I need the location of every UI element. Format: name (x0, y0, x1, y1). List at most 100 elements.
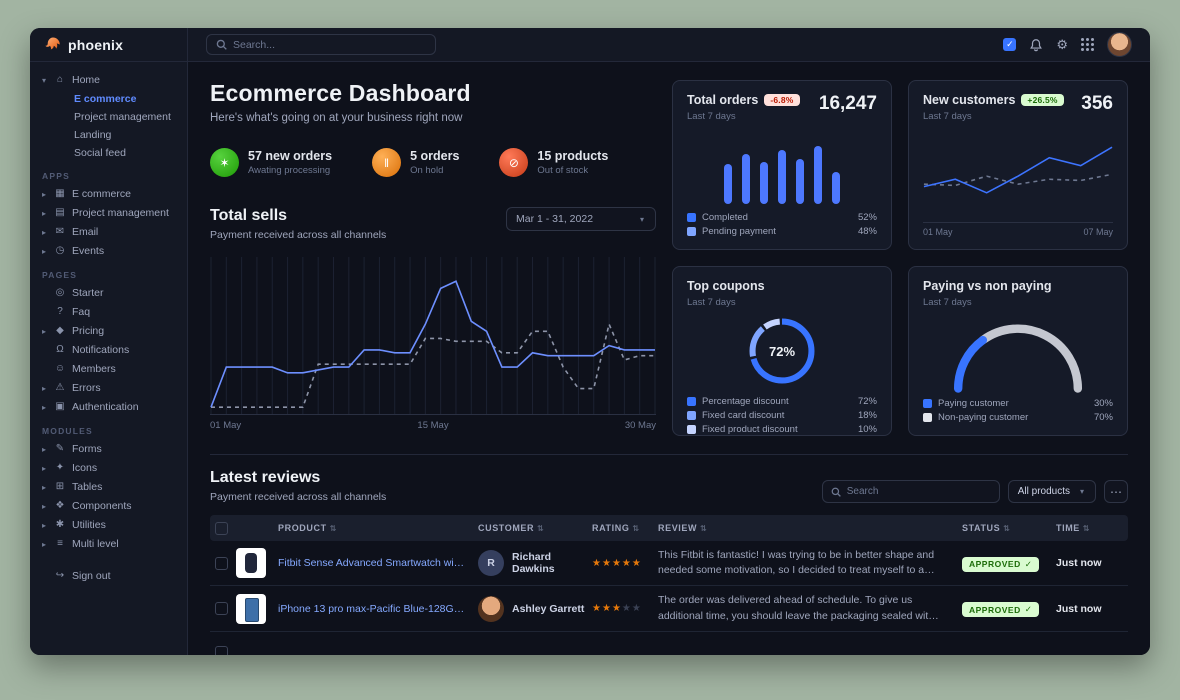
more-options-button[interactable]: ⋯ (1104, 480, 1128, 503)
star-icon: ★ (621, 557, 632, 569)
chevron-right-icon: ▸ (41, 402, 46, 412)
sidebar-item-members[interactable]: ☺ Members (54, 363, 116, 375)
brand[interactable]: phoenix (30, 28, 187, 62)
sidebar-item-pricing[interactable]: ▸ ◆ Pricing (41, 325, 105, 337)
column-time[interactable]: TIME ⇅ (1056, 523, 1091, 533)
product-link[interactable]: Fitbit Sense Advanced Smartwatch with To… (278, 557, 478, 570)
reviews-search-input[interactable] (846, 486, 991, 497)
grid-icon (1081, 38, 1084, 41)
search-icon (831, 487, 841, 497)
sign-out-button[interactable]: ↪ Sign out (55, 570, 111, 582)
legend-item: Pending payment 48% (687, 226, 877, 237)
sidebar-item-faq[interactable]: ? Faq (40, 303, 177, 321)
sidebar-item-forms[interactable]: ▸ ✎ Forms (41, 443, 102, 455)
section-label-modules: MODULES (42, 426, 93, 436)
user-avatar[interactable] (1107, 32, 1132, 57)
legend-swatch (687, 227, 696, 236)
bar (742, 153, 750, 204)
table-row (210, 632, 1128, 655)
notifications-button[interactable] (1029, 38, 1043, 52)
reviews-subtitle: Payment received across all channels (210, 491, 387, 503)
section-label-apps: APPS (42, 171, 70, 181)
bar (796, 159, 804, 204)
sidebar-item-authentication[interactable]: ▸ ▣ Authentication (41, 401, 139, 413)
reviews-search[interactable] (821, 480, 1000, 503)
utilities-icon: ✱ (55, 519, 65, 530)
new-customers-value: 356 (1081, 93, 1113, 114)
settings-button[interactable]: ⚙ (1056, 38, 1068, 51)
sidebar-item-home[interactable]: ▾ ⌂ Home (41, 74, 101, 86)
apps-grid-button[interactable] (1081, 38, 1094, 51)
sidebar-item-project-management[interactable]: Project management (74, 110, 171, 123)
global-search[interactable] (206, 34, 436, 55)
orders-bar-chart (687, 122, 877, 212)
out-of-stock-icon: ⊘ (499, 148, 529, 177)
sidebar-item-starter[interactable]: ◎ Starter (55, 287, 104, 299)
sidebar-item-icons[interactable]: ▸ ✦ Icons (41, 462, 98, 474)
star-icon: ★ (611, 557, 622, 569)
chevron-right-icon: ▸ (41, 227, 46, 237)
sidebar-item-ecommerce[interactable]: E commerce (74, 92, 137, 105)
sidebar-item-errors[interactable]: ▸ ⚠ Errors (41, 382, 101, 394)
legend-item: Completed 52% (687, 212, 877, 223)
star-icon: ★ (631, 603, 642, 615)
search-input[interactable] (233, 38, 426, 51)
phoenix-logo (45, 37, 60, 49)
sort-icon: ⇅ (632, 523, 640, 533)
sidebar-item-tables[interactable]: ▸ ⊞ Tables (41, 481, 103, 493)
status-badge: APPROVED ✓ (962, 556, 1040, 572)
product-link[interactable]: iPhone 13 pro max-Pacific Blue-128GB sto… (278, 602, 478, 615)
sidebar-item-landing[interactable]: Landing (74, 128, 112, 141)
column-customer[interactable]: CUSTOMER ⇅ (478, 523, 545, 533)
cart-icon: ▦ (55, 188, 65, 199)
page-content: Ecommerce Dashboard Here's what's going … (188, 62, 1150, 655)
sort-icon: ⇅ (537, 523, 545, 533)
bar (778, 150, 786, 204)
top-navbar: ✓ ⚙ (188, 28, 1150, 62)
sidebar-item-email[interactable]: ▸ ✉ Email (41, 226, 99, 238)
sidebar-item-components[interactable]: ▸ ❖ Components (41, 500, 132, 512)
select-all-checkbox[interactable] (215, 521, 228, 535)
legend-item: Percentage discount 72% (687, 396, 877, 407)
latest-reviews-section: Latest reviews Payment received across a… (210, 454, 1128, 655)
sidebar-item-multi-level[interactable]: ▸ ≡ Multi level (41, 538, 119, 550)
column-review[interactable]: REVIEW ⇅ (658, 523, 708, 533)
chevron-right-icon: ▸ (41, 482, 46, 492)
chevron-right-icon: ▸ (41, 208, 46, 218)
sidebar-item-apps-project-management[interactable]: ▸ ▤ Project management (41, 207, 169, 219)
signout-icon: ↪ (55, 570, 65, 581)
paying-gauge-svg (953, 324, 1083, 393)
sort-icon: ⇅ (700, 523, 708, 533)
table-header: PRODUCT ⇅ CUSTOMER ⇅ RATING ⇅ REVIEW ⇅ STATU… (210, 515, 1128, 541)
date-range-select[interactable]: Mar 1 - 31, 2022 ▾ (506, 207, 656, 231)
row-checkbox[interactable] (215, 602, 228, 616)
product-image (236, 548, 266, 579)
column-status[interactable]: STATUS ⇅ (962, 523, 1011, 533)
users-icon: ☺ (54, 363, 66, 374)
page-subtitle: Here's what's going on at your business … (210, 112, 463, 124)
trend-badge: -6.8% (764, 94, 800, 106)
rating-stars: ★★★★★ (592, 603, 658, 614)
column-product[interactable]: PRODUCT ⇅ (278, 523, 338, 533)
total-sells-title: Total sells (210, 207, 288, 224)
row-checkbox[interactable] (215, 645, 228, 655)
star-icon: ★ (601, 603, 612, 615)
dark-mode-toggle[interactable]: ✓ (1003, 38, 1017, 51)
dots-icon: ⋯ (1110, 484, 1122, 499)
home-icon: ⌂ (56, 74, 64, 85)
column-rating[interactable]: RATING ⇅ (592, 523, 640, 533)
reviews-table: PRODUCT ⇅ CUSTOMER ⇅ RATING ⇅ REVIEW ⇅ STATU… (210, 515, 1128, 655)
sidebar-item-utilities[interactable]: ▸ ✱ Utilities (41, 519, 106, 531)
sidebar-item-notifications[interactable]: Ω Notifications (40, 341, 177, 359)
check-icon: ✓ (1024, 604, 1033, 615)
brand-name: phoenix (68, 36, 124, 53)
bell-icon (1030, 38, 1043, 51)
sidebar-item-social-feed[interactable]: Social feed (74, 146, 126, 159)
product-filter-select[interactable]: All products ▾ (1007, 480, 1096, 503)
sidebar-item-apps-ecommerce[interactable]: ▸ ▦ E commerce (41, 188, 131, 200)
star-icon: ★ (592, 557, 602, 569)
row-checkbox[interactable] (215, 556, 228, 570)
lock-icon: ▣ (55, 401, 65, 412)
sidebar-item-events[interactable]: ▸ ◷ Events (41, 245, 105, 257)
check-icon: ✓ (1024, 558, 1033, 569)
